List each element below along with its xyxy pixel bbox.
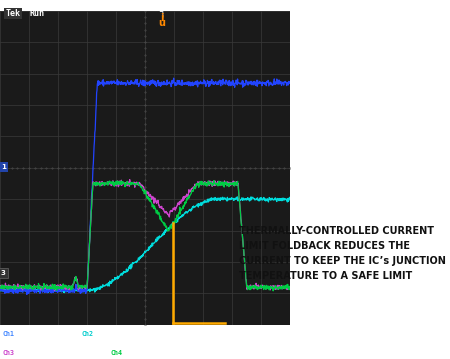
Text: ↓ 2.00 A Ω%: ↓ 2.00 A Ω%	[23, 350, 67, 355]
Text: OUT: OUT	[414, 72, 433, 81]
Text: Ch4: Ch4	[110, 350, 122, 355]
Text: f: f	[238, 331, 242, 337]
Text: OUT 1: OUT 1	[414, 122, 442, 131]
Text: CH2: V: CH2: V	[304, 70, 357, 84]
Text: 1: 1	[1, 164, 6, 170]
Text: 2.00 A Ω%: 2.00 A Ω%	[130, 350, 166, 355]
Text: CH3: I: CH3: I	[304, 120, 351, 134]
Text: 10.0 V: 10.0 V	[23, 331, 47, 337]
Text: Ch1: Ch1	[3, 331, 15, 337]
Text: IN: IN	[414, 29, 424, 38]
Text: M 2.0ms  A  Ch1: M 2.0ms A Ch1	[154, 331, 214, 337]
Text: 3: 3	[1, 270, 6, 276]
Text: u: u	[158, 18, 166, 28]
Text: Tek: Tek	[5, 9, 20, 18]
Text: ┐: ┐	[159, 8, 165, 18]
Text: i: i	[160, 13, 164, 23]
Text: Ch3: Ch3	[3, 350, 15, 355]
Text: OUT 2: OUT 2	[414, 165, 442, 174]
Text: Run: Run	[29, 9, 44, 18]
Text: 13.8 V: 13.8 V	[247, 331, 271, 337]
Text: 10.0 V: 10.0 V	[102, 331, 126, 337]
Text: CH4: I: CH4: I	[304, 163, 351, 177]
Text: THERMALLY-CONTROLLED CURRENT
LIMIT FOLDBACK REDUCES THE
CURRENT TO KEEP THE IC’s: THERMALLY-CONTROLLED CURRENT LIMIT FOLDB…	[239, 226, 446, 281]
Text: CH1: V: CH1: V	[304, 27, 357, 41]
Text: Ch2: Ch2	[81, 331, 93, 337]
